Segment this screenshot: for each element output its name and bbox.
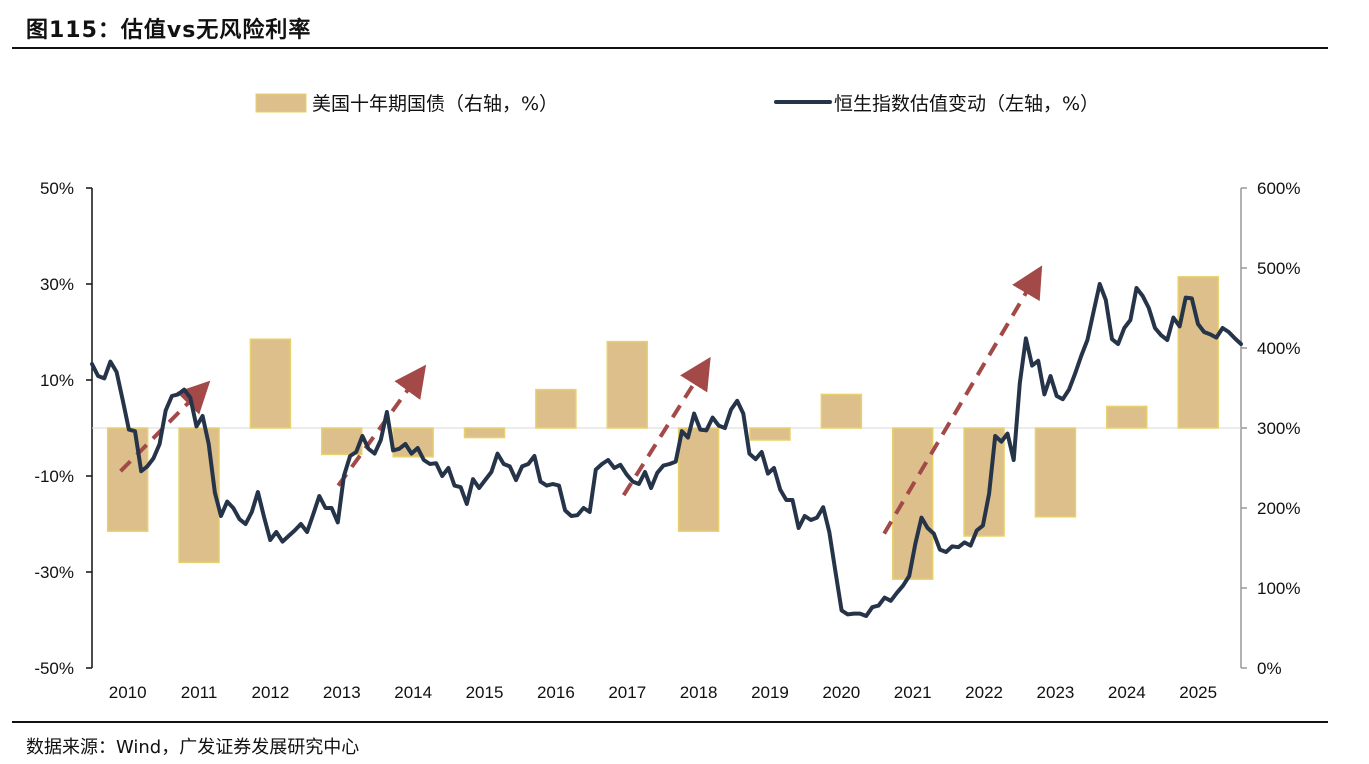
right-tick-label: 600% (1257, 179, 1300, 198)
right-tick-label: 100% (1257, 579, 1300, 598)
x-tick-label: 2017 (608, 683, 646, 702)
x-tick-label: 2011 (181, 683, 218, 702)
left-tick-label: -50% (34, 659, 74, 678)
legend-line-label: 恒生指数估值变动（左轴，%） (834, 93, 1099, 115)
right-tick-label: 300% (1257, 419, 1300, 438)
source-note: 数据来源：Wind，广发证券发展研究中心 (26, 737, 360, 758)
right-tick-label: 500% (1257, 259, 1300, 278)
left-tick-label: 30% (40, 275, 74, 294)
x-tick-label: 2015 (466, 683, 504, 702)
legend: 美国十年期国债（右轴，%） 恒生指数估值变动（左轴，%） (255, 93, 1099, 115)
x-axis-ticks: 2010 2011 2012 2013 2014 2015 2016 2017 2018 2019… (109, 683, 1217, 702)
bar-2025 (1177, 276, 1219, 429)
line-series (90, 282, 1243, 618)
page-title: 图115：估值vs无风险利率 (26, 18, 312, 43)
trend-arrow-3 (621, 356, 711, 497)
trend-arrows (119, 265, 1043, 535)
left-tick-label: 10% (40, 371, 74, 390)
left-tick-label: -30% (34, 563, 74, 582)
x-tick-label: 2024 (1108, 683, 1146, 702)
legend-bar-label: 美国十年期国债（右轴，%） (312, 93, 558, 115)
bar-2016 (535, 388, 577, 429)
right-tick-label: 400% (1257, 339, 1300, 358)
left-tick-label: -10% (34, 467, 74, 486)
x-tick-label: 2013 (323, 683, 361, 702)
valuation-line (90, 282, 1243, 618)
right-axis-ticks: 600% 500% 400% 300% 200% 100% 0% (1241, 179, 1300, 678)
bar-2023 (1034, 427, 1077, 518)
left-tick-label: 50% (40, 179, 74, 198)
left-axis-ticks: 50% 30% 10% -10% -30% -50% (34, 179, 92, 678)
bar-2010 (106, 427, 149, 532)
x-tick-label: 2020 (822, 683, 860, 702)
x-tick-label: 2019 (751, 683, 789, 702)
right-tick-label: 200% (1257, 499, 1300, 518)
bar-2012 (249, 338, 292, 429)
x-tick-label: 2010 (109, 683, 147, 702)
x-tick-label: 2018 (680, 683, 718, 702)
x-tick-label: 2021 (894, 683, 932, 702)
bar-2011 (178, 427, 220, 564)
legend-bar-swatch (255, 93, 307, 113)
title-underline (12, 47, 1328, 49)
bar-2021 (891, 427, 934, 580)
x-tick-label: 2012 (252, 683, 290, 702)
x-tick-label: 2023 (1037, 683, 1075, 702)
x-tick-label: 2014 (394, 683, 432, 702)
bar-2015 (463, 427, 506, 439)
right-tick-label: 0% (1257, 659, 1282, 678)
trend-arrow-4 (882, 265, 1043, 535)
trend-arrow-1 (119, 380, 211, 473)
x-tick-label: 2022 (965, 683, 1003, 702)
bar-2017 (606, 340, 648, 429)
x-tick-label: 2025 (1179, 683, 1217, 702)
bar-2024 (1106, 405, 1148, 429)
x-tick-label: 2016 (537, 683, 575, 702)
bar-2018 (677, 427, 720, 532)
footer-rule (12, 721, 1328, 723)
bar-2020 (820, 393, 863, 429)
bar-2019 (749, 427, 791, 441)
